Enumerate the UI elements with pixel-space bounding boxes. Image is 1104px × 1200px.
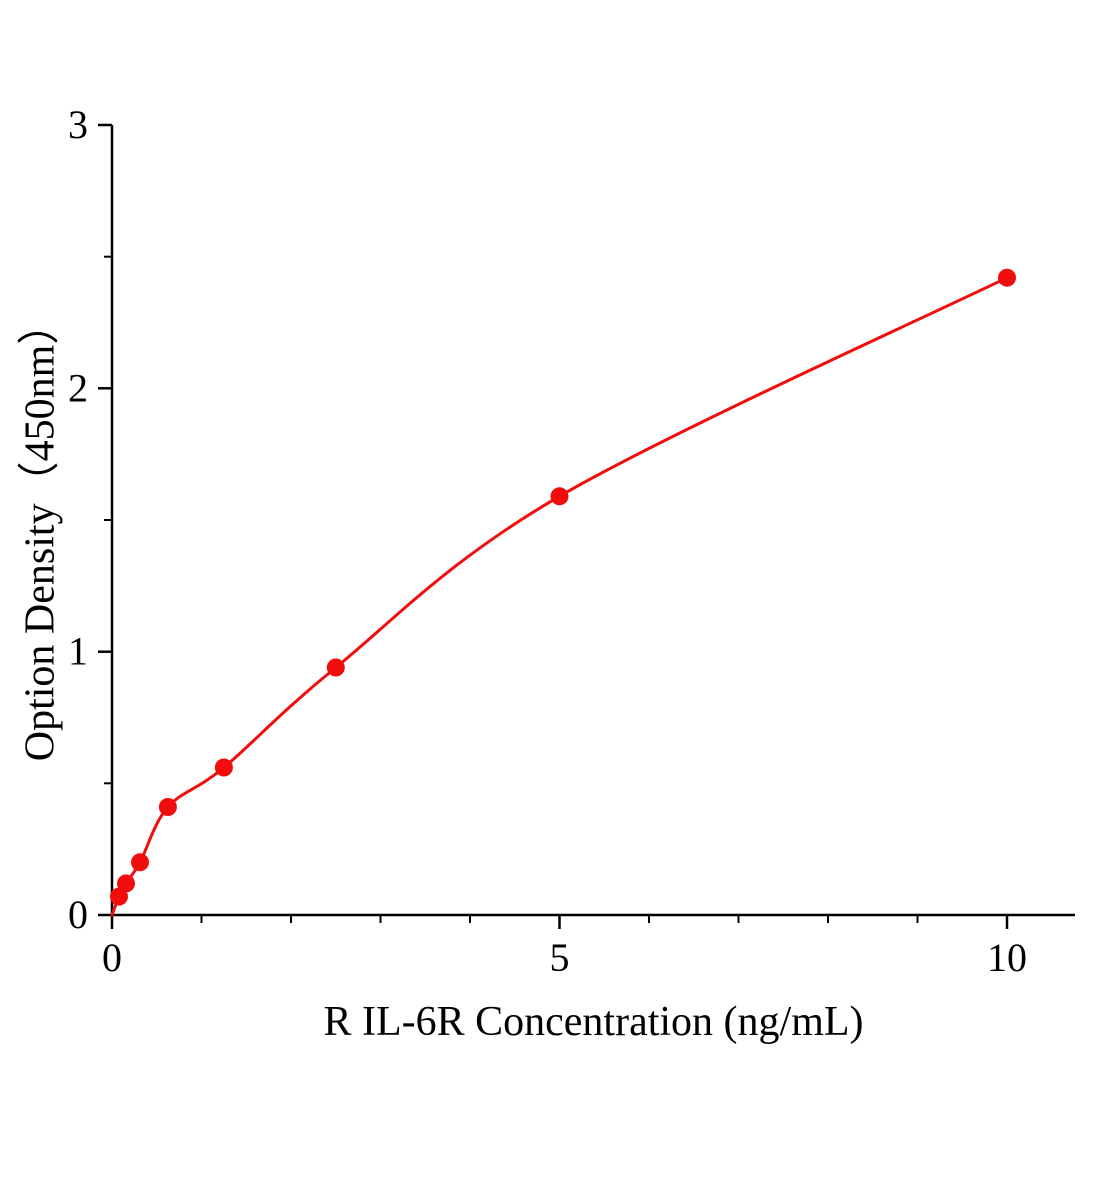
data-point bbox=[326, 658, 345, 677]
x-tick-label: 5 bbox=[550, 935, 570, 980]
data-point bbox=[131, 853, 149, 872]
data-point bbox=[110, 887, 128, 906]
data-point bbox=[550, 487, 569, 506]
y-axis-label: Option Density（450nm） bbox=[17, 302, 64, 762]
y-tick-label: 0 bbox=[68, 892, 88, 937]
fit-curve bbox=[110, 276, 1009, 917]
x-tick-label: 0 bbox=[102, 935, 122, 980]
y-tick-label: 2 bbox=[68, 365, 88, 410]
y-tick-label: 1 bbox=[68, 629, 88, 674]
data-point bbox=[117, 874, 135, 893]
data-point bbox=[158, 798, 177, 816]
x-tick-label: 10 bbox=[987, 935, 1027, 980]
x-axis-label: R IL-6R Concentration (ng/mL) bbox=[323, 999, 864, 1045]
data-point bbox=[214, 758, 233, 777]
y-tick-label: 3 bbox=[68, 102, 88, 147]
axis-lines bbox=[110, 125, 1075, 917]
data-point bbox=[998, 268, 1016, 287]
